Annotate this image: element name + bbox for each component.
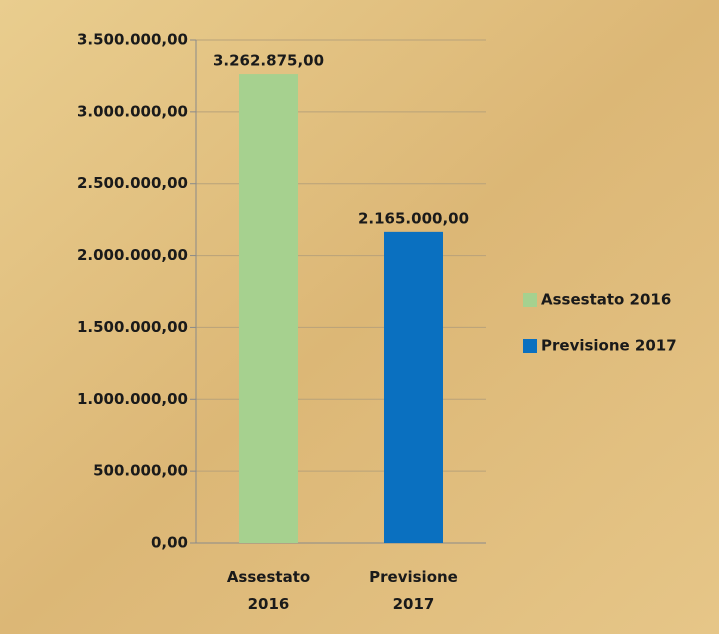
legend-swatch — [523, 339, 537, 353]
y-tick-label: 3.500.000,00 — [77, 31, 188, 49]
legend-label: Previsione 2017 — [541, 337, 677, 355]
data-label: 3.262.875,00 — [213, 52, 324, 70]
y-tick-label: 0,00 — [151, 534, 188, 552]
y-tick-label: 500.000,00 — [93, 462, 188, 480]
x-tick-label-line: Assestato — [227, 568, 310, 586]
y-tick-label: 1.000.000,00 — [77, 390, 188, 408]
legend-label: Assestato 2016 — [541, 291, 671, 309]
x-tick-label: Previsione 2017 — [369, 568, 458, 613]
y-tick-label: 2.000.000,00 — [77, 246, 188, 264]
x-tick-label-line: Previsione — [369, 568, 458, 586]
bar — [239, 74, 298, 543]
y-tick-label: 3.000.000,00 — [77, 102, 188, 120]
bar — [384, 231, 443, 543]
x-tick-label: Assestato 2016 — [227, 568, 310, 613]
y-tick-label: 1.500.000,00 — [77, 318, 188, 336]
data-label: 2.165.000,00 — [358, 209, 469, 227]
x-tick-label-line: 2017 — [393, 595, 435, 613]
y-tick-label: 2.500.000,00 — [77, 174, 188, 192]
x-tick-label-line: 2016 — [248, 595, 290, 613]
legend-swatch — [523, 293, 537, 307]
